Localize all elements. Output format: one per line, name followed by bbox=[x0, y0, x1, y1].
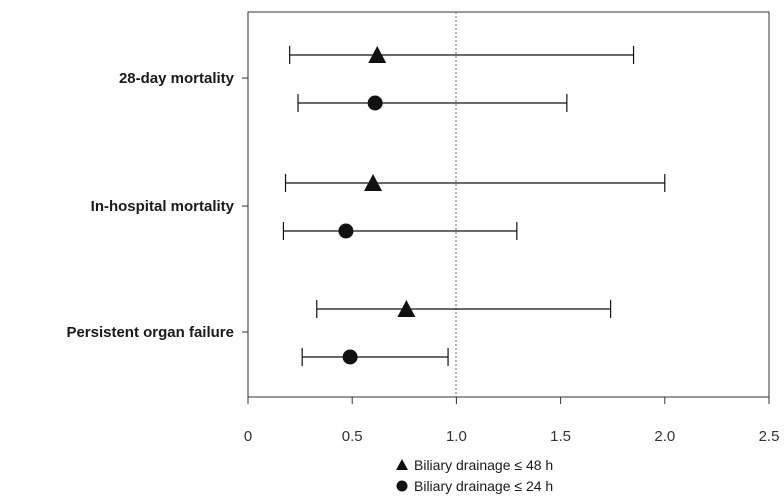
point-estimate-circle bbox=[342, 349, 358, 365]
point-estimate-circle bbox=[367, 95, 383, 111]
forest-row bbox=[289, 46, 635, 64]
forest-row bbox=[316, 300, 612, 318]
point-estimate-triangle bbox=[397, 300, 416, 317]
legend-label: Biliary drainage ≤ 24 h bbox=[414, 478, 553, 494]
legend: Biliary drainage ≤ 48 h Biliary drainage … bbox=[396, 457, 553, 494]
data-series bbox=[282, 46, 666, 366]
x-tick-label: 2.5 bbox=[759, 428, 780, 445]
x-tick-label: 0.5 bbox=[342, 428, 363, 445]
legend-item: Biliary drainage ≤ 24 h bbox=[396, 478, 553, 494]
forest-row bbox=[297, 94, 568, 112]
category-label: Persistent organ failure bbox=[66, 324, 234, 341]
point-estimate-triangle bbox=[368, 46, 387, 63]
plot-frame bbox=[247, 11, 770, 398]
legend-item: Biliary drainage ≤ 48 h bbox=[396, 457, 553, 473]
category-axis: 28-day mortality In-hospital mortality Per… bbox=[66, 70, 248, 341]
forest-row bbox=[301, 348, 449, 366]
legend-triangle-icon bbox=[396, 459, 408, 470]
category-label: In-hospital mortality bbox=[91, 198, 235, 215]
forest-row bbox=[284, 174, 666, 192]
x-tick-label: 1.0 bbox=[446, 428, 467, 445]
legend-circle-icon bbox=[396, 480, 408, 492]
x-tick-label: 2.0 bbox=[654, 428, 675, 445]
x-tick-label: 1.5 bbox=[550, 428, 571, 445]
x-tick-label: 0 bbox=[244, 428, 252, 445]
legend-label: Biliary drainage ≤ 48 h bbox=[414, 457, 553, 473]
x-axis: 0 0.5 1.0 1.5 2.0 2.5 bbox=[244, 397, 780, 445]
forest-row bbox=[282, 222, 518, 240]
point-estimate-circle bbox=[338, 223, 354, 239]
category-label: 28-day mortality bbox=[119, 70, 235, 87]
point-estimate-triangle bbox=[364, 174, 383, 191]
